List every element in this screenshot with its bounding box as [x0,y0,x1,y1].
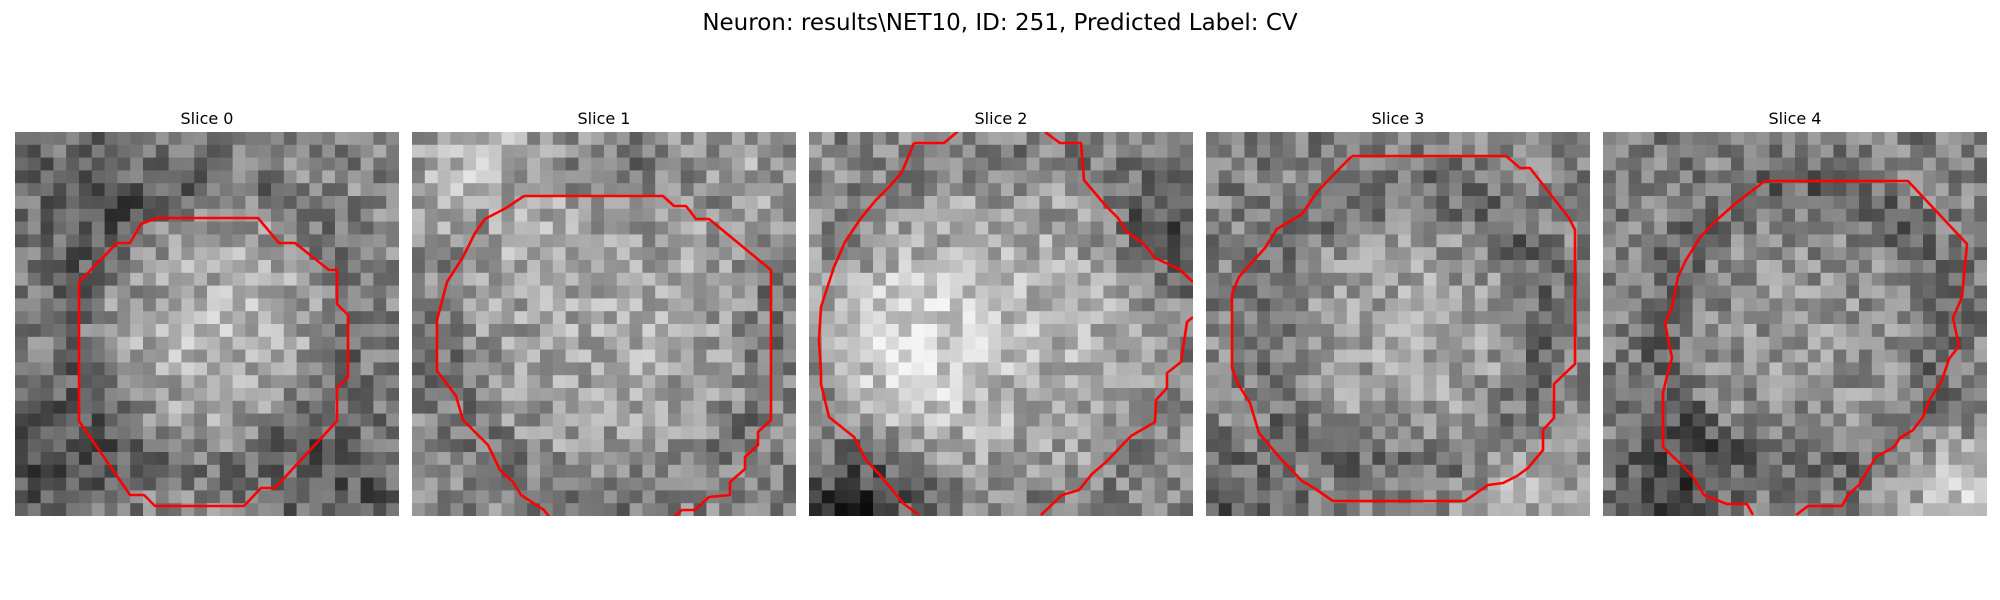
slice-panel-1: Slice 1 [412,108,796,516]
contour-line [1661,179,1766,516]
contour-line [1044,132,1193,283]
slice-title: Slice 1 [577,109,631,128]
figure-title: Neuron: results\NET10, ID: 251, Predicte… [702,10,1298,36]
slice-image [1206,132,1590,516]
slice-title: Slice 2 [974,109,1028,128]
slice-title: Slice 0 [180,109,234,128]
contour-line [1230,154,1577,503]
contour-line [435,194,551,516]
slice-image [15,132,399,516]
contour-line [1040,316,1193,516]
contour-line [817,142,920,516]
slice-panel-2: Slice 2 [809,108,1193,516]
slice-image [809,132,1193,516]
contour-line [524,194,773,516]
slice-title: Slice 3 [1371,109,1425,128]
contour-line [914,132,960,145]
slice-image [1603,132,1987,516]
contour-line [1765,179,1969,516]
slice-title: Slice 4 [1768,109,1822,128]
slice-panel-0: Slice 0 [15,108,399,516]
contour-line [77,216,350,508]
slice-panel-3: Slice 3 [1206,108,1590,516]
slice-panel-4: Slice 4 [1603,108,1987,516]
slice-image [412,132,796,516]
